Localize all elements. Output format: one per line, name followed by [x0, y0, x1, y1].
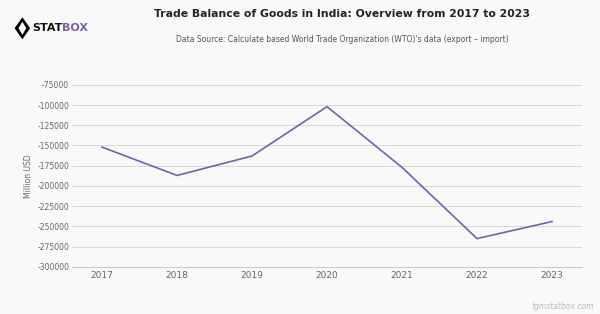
Text: BOX: BOX — [62, 23, 88, 33]
Polygon shape — [14, 17, 30, 39]
Text: Trade Balance of Goods in India: Overview from 2017 to 2023: Trade Balance of Goods in India: Overvie… — [154, 9, 530, 19]
Y-axis label: Million USD: Million USD — [24, 154, 33, 198]
Text: Data Source: Calculate based World Trade Organization (WTO)'s data (export – imp: Data Source: Calculate based World Trade… — [176, 35, 508, 44]
Text: STAT: STAT — [32, 23, 63, 33]
Text: tgmstatbox.com: tgmstatbox.com — [532, 302, 594, 311]
Legend: India: India — [302, 311, 352, 314]
Polygon shape — [19, 22, 26, 35]
